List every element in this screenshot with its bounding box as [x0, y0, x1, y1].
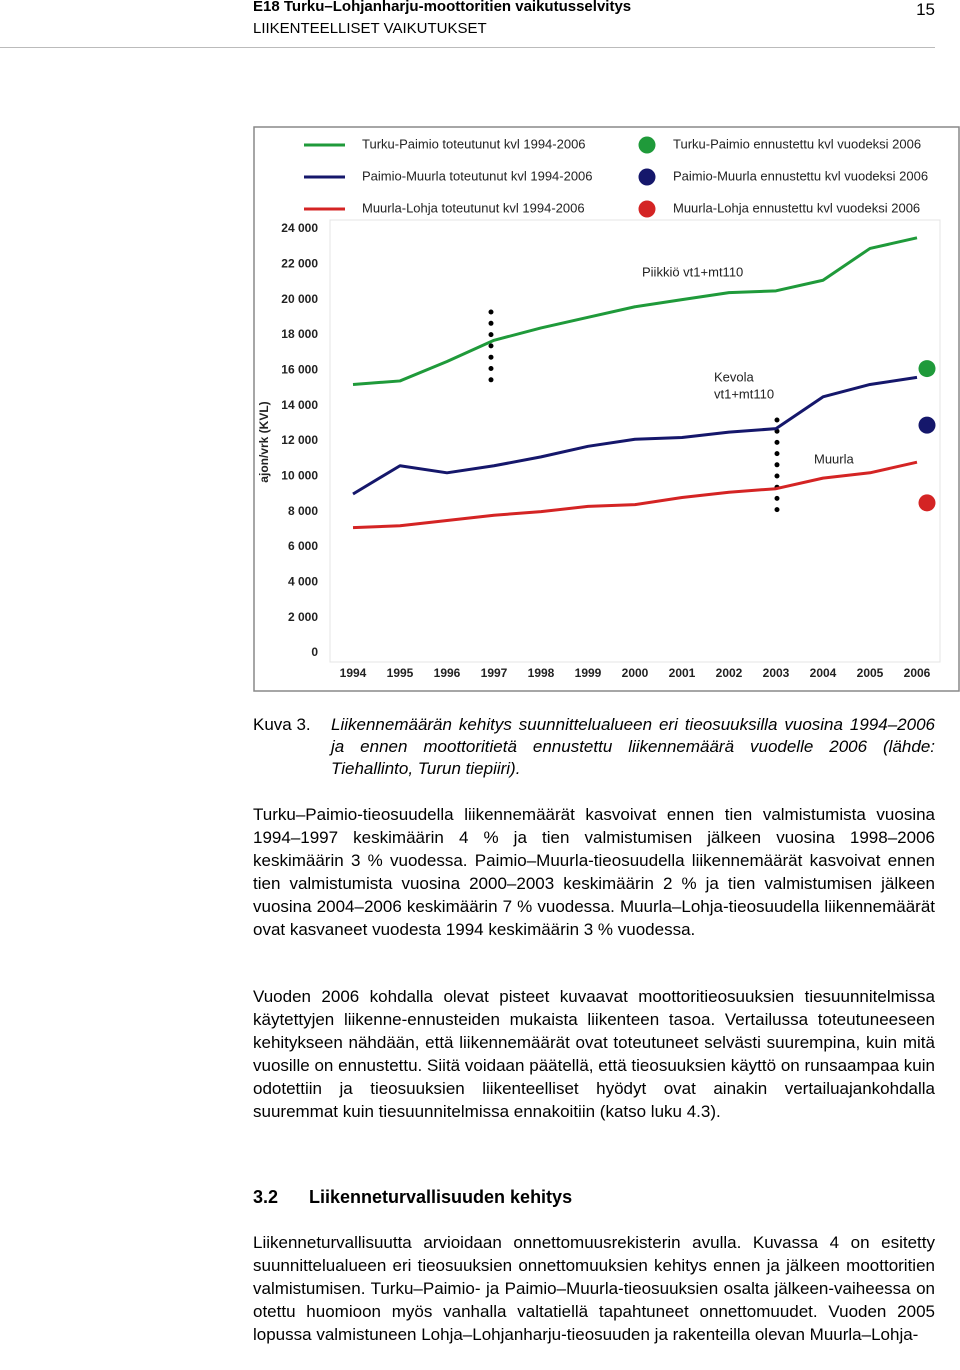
plot-area: [329, 219, 941, 663]
annotation: vt1+mt110: [714, 386, 774, 401]
legend-swatch: [638, 168, 656, 186]
y-tick-label: 12 000: [281, 433, 318, 447]
y-tick-label: 4 000: [288, 575, 318, 589]
paragraph: Turku–Paimio-tieosuudella liikennemäärät…: [253, 805, 935, 939]
y-tick-label: 6 000: [288, 539, 318, 553]
forecast-point: [918, 494, 936, 512]
y-tick-label: 10 000: [281, 469, 318, 483]
series-line: [352, 236, 918, 386]
x-tick-label: 1997: [481, 666, 508, 680]
x-tick-label: 2005: [857, 666, 884, 680]
x-tick-label: 1996: [434, 666, 461, 680]
series-line: [352, 375, 918, 496]
y-tick-label: 14 000: [281, 398, 318, 412]
x-tick-label: 1994: [340, 666, 367, 680]
chart: ajon/vrk (KVL) Piikkiö vt1+mt110 Kevola …: [253, 126, 960, 692]
x-tick-label: 2001: [669, 666, 696, 680]
x-tick-label: 2006: [904, 666, 931, 680]
chart-frame: [253, 126, 960, 692]
legend-label: Paimio-Muurla toteutunut kvl 1994-2006: [362, 168, 593, 183]
legend-label: Muurla-Lohja ennustettu kvl vuodeksi 200…: [673, 200, 920, 215]
forecast-point: [918, 416, 936, 434]
y-tick-label: 16 000: [281, 363, 318, 377]
y-tick-label: 2 000: [288, 610, 318, 624]
x-tick-label: 1998: [528, 666, 555, 680]
section-title: Liikenneturvallisuuden kehitys: [309, 1187, 573, 1207]
header-rule: [0, 47, 935, 48]
y-tick-label: 0: [311, 645, 318, 659]
y-tick-label: 22 000: [281, 257, 318, 271]
paragraph: Vuoden 2006 kohdalla olevat pisteet kuva…: [253, 987, 935, 1121]
legend-swatch: [638, 136, 656, 154]
x-tick-label: 2000: [622, 666, 649, 680]
section-number: 3.2: [253, 1187, 279, 1207]
legend-label: Turku-Paimio toteutunut kvl 1994-2006: [362, 136, 586, 151]
paragraph: Liikenneturvallisuutta arvioidaan onnett…: [253, 1233, 935, 1344]
x-tick-label: 2003: [763, 666, 790, 680]
y-tick-label: 20 000: [281, 292, 318, 306]
header-title: E18 Turku–Lohjanharju-moottoritien vaiku…: [253, 0, 632, 15]
legend-label: Muurla-Lohja toteutunut kvl 1994-2006: [362, 200, 585, 215]
caption-label: Kuva 3.: [253, 715, 311, 734]
caption-text: Liikennemäärän kehitys suunnittelualueen…: [331, 715, 935, 778]
y-tick-label: 24 000: [281, 221, 318, 235]
x-tick-label: 1999: [575, 666, 602, 680]
legend-label: Paimio-Muurla ennustettu kvl vuodeksi 20…: [673, 168, 928, 183]
annotation: Muurla: [814, 451, 855, 466]
y-axis-label: ajon/vrk (KVL): [257, 401, 271, 482]
header-subtitle: LIIKENTEELLISET VAIKUTUKSET: [253, 20, 487, 37]
forecast-point: [918, 360, 936, 378]
legend-swatch: [638, 200, 656, 218]
caption: Kuva 3. Liikennemäärän kehitys suunnitte…: [253, 714, 935, 780]
y-tick-label: 8 000: [288, 504, 318, 518]
page-number: 15: [916, 0, 935, 19]
legend-label: Turku-Paimio ennustettu kvl vuodeksi 200…: [673, 136, 921, 151]
x-tick-label: 2004: [810, 666, 837, 680]
y-tick-label: 18 000: [281, 327, 318, 341]
annotation: Piikkiö vt1+mt110: [642, 264, 743, 279]
annotation: Kevola: [714, 369, 755, 384]
x-tick-label: 2002: [716, 666, 743, 680]
series-line: [352, 460, 918, 530]
x-tick-label: 1995: [387, 666, 414, 680]
